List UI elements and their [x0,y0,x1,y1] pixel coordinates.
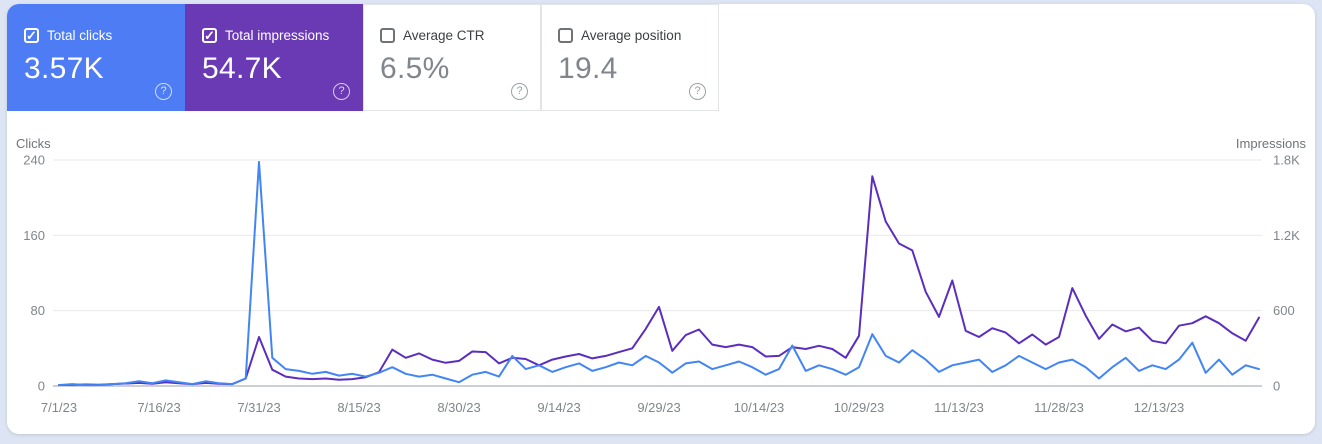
help-icon[interactable]: ? [333,83,350,100]
right-axis-tick: 1.2K [1273,228,1300,243]
metric-tiles-row: Total clicks 3.57K ? Total impressions 5… [7,4,719,111]
x-axis-tick: 8/15/23 [337,400,380,415]
total-impressions-checkbox[interactable] [202,28,217,44]
clicks-line [58,160,1260,387]
left-axis-tick: 240 [23,153,45,168]
performance-report-card: 0 0 80 600 160 1.2K 240 1.8K Clicks Impressions 7/… [7,4,1315,434]
metric-value: 6.5% [380,52,450,85]
x-axis-tick: 7/16/23 [137,400,180,415]
average-ctr-checkbox[interactable] [380,28,395,43]
x-axis-tick: 11/13/23 [934,400,984,415]
left-axis-tick: 160 [23,228,45,243]
left-axis-title: Clicks [16,136,51,151]
metric-card-average-ctr[interactable]: Average CTR 6.5% ? [363,4,541,111]
metric-label: Average position [581,28,682,43]
x-axis-tick: 7/31/23 [237,400,280,415]
metric-card-header: Total impressions [202,28,330,44]
metric-card-average-position[interactable]: Average position 19.4 ? [541,4,719,111]
metric-value: 54.7K [202,52,282,85]
help-icon[interactable]: ? [511,83,528,100]
performance-chart[interactable]: 0 0 80 600 160 1.2K 240 1.8K Clicks Impressions 7/… [7,4,1315,434]
right-axis-tick: 0 [1273,379,1280,394]
x-axis-tick: 10/14/23 [734,400,785,415]
help-icon[interactable]: ? [155,83,172,100]
metric-value: 3.57K [24,52,104,85]
x-axis-tick: 9/14/23 [537,400,580,415]
metric-card-total-impressions[interactable]: Total impressions 54.7K ? [185,4,363,111]
x-axis-tick: 9/29/23 [637,400,680,415]
metric-value: 19.4 [558,52,618,85]
left-axis-tick: 0 [38,379,45,394]
metric-card-total-clicks[interactable]: Total clicks 3.57K ? [7,4,185,111]
metric-label: Total impressions [225,28,330,43]
metric-card-header: Average position [558,28,681,43]
left-axis-tick: 80 [31,303,45,318]
metric-card-header: Total clicks [24,28,113,44]
x-axis-tick: 12/13/23 [1134,400,1185,415]
average-position-checkbox[interactable] [558,28,573,43]
right-axis-title: Impressions [1236,136,1307,151]
x-axis-tick: 8/30/23 [437,400,480,415]
x-axis-tick: 10/29/23 [834,400,885,415]
x-axis-tick: 7/1/23 [41,400,77,415]
total-clicks-checkbox[interactable] [24,28,39,44]
metric-label: Average CTR [403,28,485,43]
impressions-line [58,175,1260,386]
help-icon[interactable]: ? [689,83,706,100]
metric-label: Total clicks [47,28,113,43]
right-axis-tick: 600 [1273,303,1295,318]
metric-card-header: Average CTR [380,28,485,43]
x-axis-tick: 11/28/23 [1034,400,1084,415]
right-axis-tick: 1.8K [1273,153,1300,168]
